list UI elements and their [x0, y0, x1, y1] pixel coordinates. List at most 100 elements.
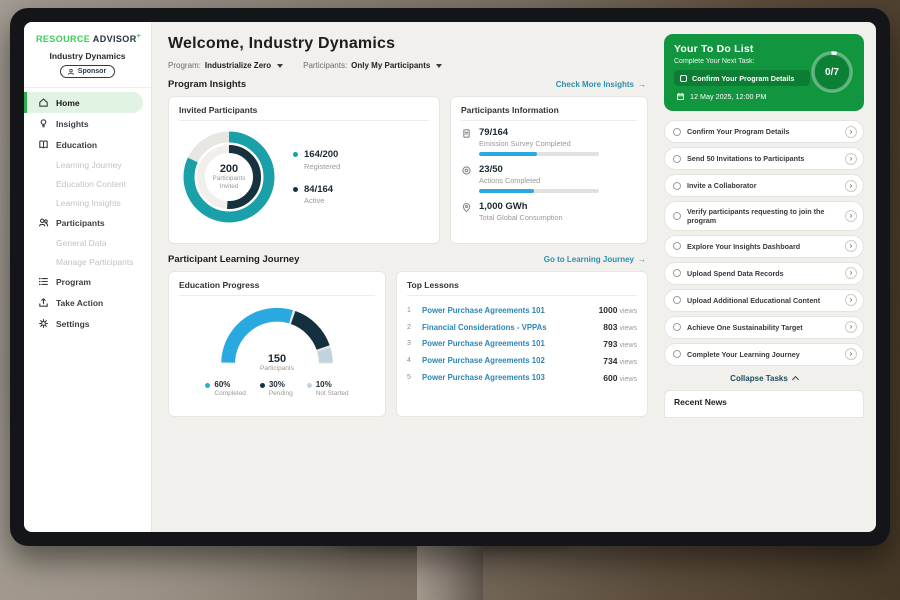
sidebar: RESOURCE ADVISOR+ Industry Dynamics Spon… — [24, 22, 152, 532]
legend-dot — [293, 152, 298, 157]
checkbox-icon[interactable] — [680, 74, 687, 82]
monitor-bezel: RESOURCE ADVISOR+ Industry Dynamics Spon… — [10, 8, 890, 546]
gauge-center-label: Participants — [260, 365, 294, 372]
program-filter-dropdown[interactable]: Program: Industrialize Zero — [168, 61, 284, 70]
todo-progress-value: 0/7 — [825, 66, 839, 78]
sidebar-item-learning-journey[interactable]: Learning Journey — [24, 155, 151, 174]
actions-progress-bar — [479, 189, 599, 193]
sidebar-item-take-action[interactable]: Take Action — [24, 292, 151, 313]
lesson-link[interactable]: Power Purchase Agreements 101 — [422, 339, 545, 349]
invited-donut-chart: 200 Participants Invited — [179, 127, 279, 227]
participants-filter-dropdown[interactable]: Participants: Only My Participants — [303, 61, 443, 70]
task-explore-insights[interactable]: Explore Your Insights Dashboard › — [664, 234, 864, 258]
donut-center-value: 200 — [219, 162, 239, 175]
sidebar-item-learning-insights[interactable]: Learning Insights — [24, 193, 151, 212]
sponsor-badge-label: Sponsor — [77, 68, 107, 75]
lesson-views: 1000 — [598, 305, 618, 316]
task-confirm-program[interactable]: Confirm Your Program Details › — [664, 120, 864, 143]
gear-icon — [38, 318, 49, 329]
task-checkbox[interactable] — [673, 350, 681, 359]
stat-label: Emission Survey Completed — [479, 139, 571, 148]
task-checkbox[interactable] — [673, 181, 681, 190]
donut-outer-arc — [183, 131, 275, 223]
chevron-right-icon[interactable]: › — [845, 240, 857, 253]
sidebar-item-settings[interactable]: Settings — [24, 313, 151, 334]
upload-action-icon — [38, 297, 49, 308]
sidebar-item-participants[interactable]: Participants — [24, 212, 151, 233]
lesson-link[interactable]: Financial Considerations - VPPAs — [422, 322, 547, 332]
chevron-right-icon[interactable]: › — [845, 348, 857, 361]
sidebar-item-program[interactable]: Program — [24, 271, 151, 292]
views-label: views — [619, 375, 637, 383]
donut-inner-arc — [197, 145, 261, 209]
stat-value: 23/50 — [479, 164, 503, 175]
card-title: Participants Information — [461, 105, 637, 121]
chevron-right-icon[interactable]: › — [845, 179, 857, 192]
legend-label: Completed — [214, 390, 246, 397]
sidebar-item-label: Education — [56, 139, 98, 150]
task-checkbox[interactable] — [673, 269, 681, 278]
legend-not-started: 10% Not Started — [306, 380, 349, 397]
sidebar-item-label: Insights — [56, 118, 89, 129]
task-checkbox[interactable] — [673, 211, 681, 220]
actions-completed-row: 23/50 Actions Completed — [461, 164, 637, 193]
lesson-link[interactable]: Power Purchase Agreements 103 — [422, 373, 545, 383]
logo-plus: + — [136, 33, 142, 40]
filter-value: Only My Participants — [351, 61, 431, 70]
recent-news-card[interactable]: Recent News — [664, 389, 864, 418]
card-title: Top Lessons — [407, 280, 637, 296]
chevron-down-icon — [277, 63, 284, 68]
sidebar-item-label: Learning Journey — [56, 159, 122, 170]
task-label: Invite a Collaborator — [687, 180, 757, 190]
legend-pct: 10% — [315, 380, 332, 389]
lesson-rank: 1 — [407, 306, 411, 314]
views-label: views — [619, 308, 637, 316]
legend-dot — [306, 383, 312, 388]
chevron-right-icon[interactable]: › — [845, 321, 857, 334]
chevron-right-icon[interactable]: › — [845, 125, 857, 138]
sidebar-item-general-data[interactable]: General Data — [24, 233, 151, 252]
link-label: Go to Learning Journey — [543, 255, 634, 264]
todo-next-task[interactable]: Confirm Your Program Details — [674, 70, 810, 86]
check-more-insights-link[interactable]: Check More Insights → — [556, 80, 646, 89]
legend-active: 84/164 Active — [293, 183, 340, 205]
task-invite-collaborator[interactable]: Invite a Collaborator › — [664, 174, 864, 197]
collapse-tasks-link[interactable]: Collapse Tasks — [664, 374, 864, 383]
stat-label: Actions Completed — [479, 176, 541, 185]
sidebar-item-education-content[interactable]: Education Content — [24, 174, 151, 193]
legend-pct: 60% — [214, 380, 231, 389]
chevron-right-icon[interactable]: › — [845, 152, 857, 165]
task-label: Send 50 Invitations to Participants — [687, 153, 805, 163]
task-complete-learning-journey[interactable]: Complete Your Learning Journey › — [664, 342, 864, 366]
views-label: views — [619, 325, 637, 333]
task-checkbox[interactable] — [673, 154, 681, 163]
legend-value: 84/164 — [304, 183, 334, 195]
top-lessons-card: Top Lessons 1 Power Purchase Agreements … — [396, 271, 648, 417]
sidebar-item-manage-participants[interactable]: Manage Participants — [24, 252, 151, 271]
chevron-right-icon[interactable]: › — [845, 209, 857, 222]
todo-panel: Your To Do List Complete Your Next Task:… — [660, 22, 876, 532]
todo-due-date: 12 May 2025, 12:00 PM — [674, 92, 854, 101]
go-to-learning-journey-link[interactable]: Go to Learning Journey → — [544, 255, 646, 264]
task-verify-participants[interactable]: Verify participants requesting to join t… — [664, 201, 864, 231]
task-send-invitations[interactable]: Send 50 Invitations to Participants › — [664, 147, 864, 170]
chevron-right-icon[interactable]: › — [845, 294, 857, 307]
task-checkbox[interactable] — [673, 127, 681, 136]
sidebar-item-education[interactable]: Education — [24, 134, 151, 155]
chevron-right-icon[interactable]: › — [845, 267, 857, 280]
legend-registered: 164/200 Registered — [293, 149, 340, 171]
task-label: Complete Your Learning Journey — [687, 349, 800, 359]
task-checkbox[interactable] — [673, 242, 681, 251]
sidebar-item-label: Learning Insights — [56, 197, 121, 208]
task-upload-spend-data[interactable]: Upload Spend Data Records › — [664, 261, 864, 285]
task-checkbox[interactable] — [673, 296, 681, 305]
task-achieve-target[interactable]: Achieve One Sustainability Target › — [664, 315, 864, 339]
task-upload-educational-content[interactable]: Upload Additional Educational Content › — [664, 288, 864, 312]
lesson-link[interactable]: Power Purchase Agreements 102 — [422, 356, 545, 366]
sidebar-item-home[interactable]: Home — [24, 92, 143, 113]
gauge-seg-1 — [221, 307, 333, 364]
card-title: Invited Participants — [179, 105, 429, 121]
lesson-link[interactable]: Power Purchase Agreements 101 — [422, 305, 545, 315]
sidebar-item-insights[interactable]: Insights — [24, 113, 151, 134]
task-checkbox[interactable] — [673, 323, 681, 332]
